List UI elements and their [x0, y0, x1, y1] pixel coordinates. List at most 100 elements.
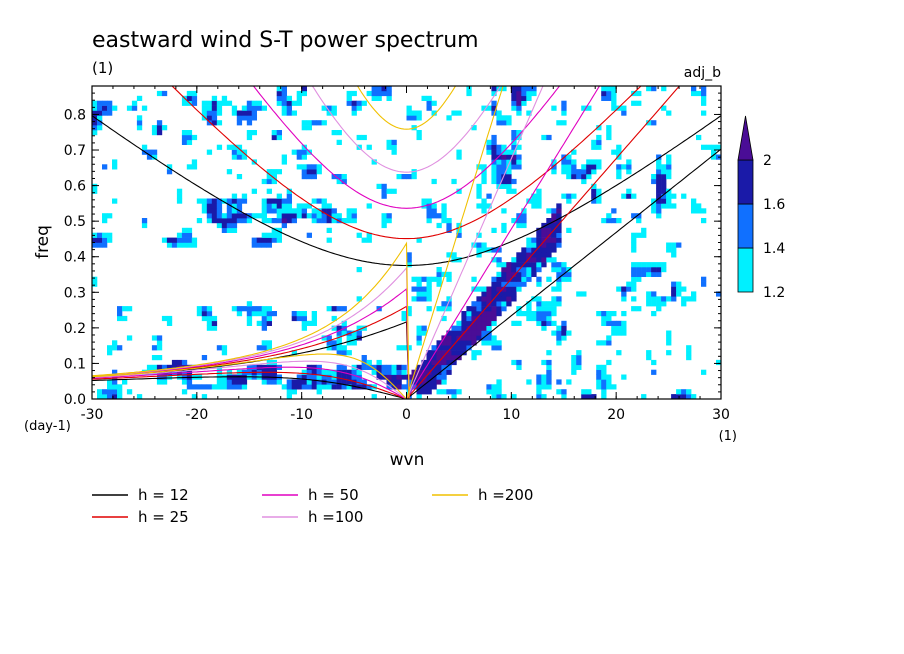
field-cell [456, 154, 462, 160]
field-cell [556, 325, 562, 331]
field-cell [501, 159, 507, 165]
field-cell [296, 90, 302, 97]
field-cell [191, 242, 198, 248]
field-cell [176, 374, 183, 380]
field-cell [441, 218, 447, 224]
field-cell [241, 384, 248, 390]
field-cell [112, 105, 118, 111]
field-cell [626, 281, 632, 287]
field-cell [516, 311, 522, 317]
field-cell [266, 237, 272, 243]
field-cell [171, 237, 178, 243]
field-cell [181, 237, 188, 243]
field-cell [641, 262, 647, 268]
field-cell [201, 208, 208, 214]
field-cell [421, 296, 427, 302]
field-cell [516, 359, 522, 366]
field-cell [311, 218, 317, 224]
field-cell [696, 134, 702, 141]
field-cell [102, 105, 108, 111]
field-cell [241, 115, 248, 121]
field-cell [491, 340, 497, 346]
field-cell [536, 232, 542, 238]
field-cell [606, 134, 612, 141]
field-cell [236, 120, 243, 126]
field-cell [546, 237, 552, 243]
field-cell [276, 379, 282, 385]
field-cell [371, 369, 377, 375]
field-cell [421, 384, 427, 390]
field-cell [396, 364, 402, 370]
field-cell [656, 301, 662, 307]
field-cell [491, 154, 497, 160]
field-cell [201, 311, 208, 317]
field-cell [276, 227, 282, 233]
field-cell [606, 95, 612, 101]
field-cell [436, 359, 442, 366]
field-cell [511, 281, 517, 287]
field-cell [421, 359, 427, 366]
field-cell [431, 276, 437, 282]
field-cell [486, 311, 492, 317]
field-cell [506, 154, 512, 160]
dispersion-curve-h12 [406, 148, 721, 399]
field-cell [516, 159, 522, 165]
field-cell [511, 164, 517, 170]
field-cell [636, 306, 642, 312]
field-cell [646, 350, 652, 356]
field-cell [261, 203, 267, 209]
field-cell [476, 247, 482, 253]
field-cell [251, 306, 257, 312]
field-cell [241, 218, 248, 224]
field-cell [496, 164, 502, 170]
x-unit-label: (1) [719, 429, 737, 444]
field-cell [366, 359, 372, 366]
field-cell [271, 379, 277, 385]
field-cell [621, 286, 627, 292]
field-cell [546, 242, 552, 248]
field-cell [406, 115, 412, 121]
field-cell [661, 183, 667, 189]
field-cell [221, 213, 228, 219]
field-cell [331, 379, 337, 385]
field-cell [591, 144, 597, 150]
field-cell [266, 178, 272, 185]
field-cell [246, 311, 253, 317]
field-cell [606, 315, 612, 322]
field-cell [416, 340, 422, 346]
field-cell [386, 218, 392, 224]
field-cell [216, 105, 223, 111]
field-cell [346, 379, 352, 385]
field-cell [321, 198, 327, 204]
field-cell [481, 340, 487, 346]
field-cell [261, 237, 267, 243]
field-cell [476, 183, 482, 189]
field-cell [401, 374, 407, 380]
field-cell [306, 232, 312, 238]
field-cell [296, 154, 302, 160]
field-cell [401, 345, 407, 351]
field-cell [691, 90, 697, 97]
field-cell [122, 379, 128, 385]
field-cell [171, 364, 178, 370]
field-cell [281, 159, 287, 165]
dispersion-curve-h50 [406, 86, 601, 399]
field-cell [611, 218, 617, 224]
field-cell [536, 237, 542, 243]
field-cell [351, 208, 357, 214]
field-cell [281, 154, 287, 160]
field-cell [516, 257, 522, 263]
field-cell [206, 105, 213, 111]
axis-ticks: -30 -20 -10 0 10 20 300.00.10.20.30.40.50.60.7… [64, 86, 730, 423]
field-cell [426, 291, 432, 297]
field-cell [97, 242, 103, 248]
field-cell [616, 330, 622, 336]
field-cell [701, 218, 707, 224]
field-cell [366, 90, 372, 97]
field-cell [501, 178, 507, 185]
field-cell [601, 320, 607, 326]
field-cell [321, 218, 327, 224]
field-cell [486, 315, 492, 322]
field-cell [661, 301, 667, 307]
field-cell [551, 247, 557, 253]
